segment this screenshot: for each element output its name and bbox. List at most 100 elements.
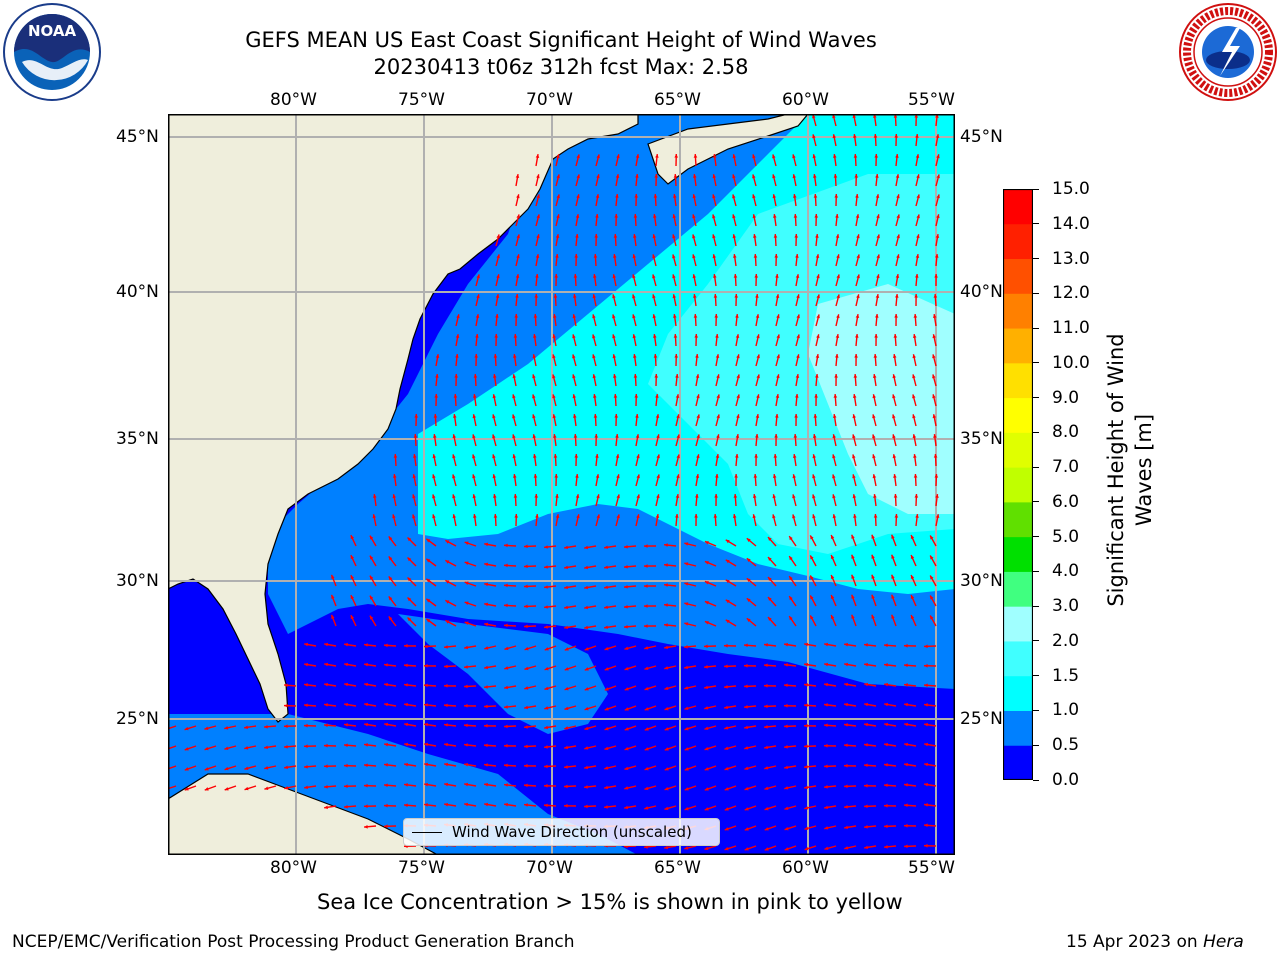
wind-arrow-head bbox=[344, 763, 348, 768]
wind-arrow-head bbox=[504, 783, 508, 787]
wind-arrow-head bbox=[732, 194, 736, 199]
wind-arrow-head bbox=[768, 597, 772, 601]
wind-arrow-head bbox=[594, 234, 599, 238]
wind-arrow-head bbox=[684, 582, 689, 586]
wind-arrow-head bbox=[768, 577, 772, 581]
wind-arrow-head bbox=[736, 374, 740, 379]
colorbar-tick-label: 6.0 bbox=[1052, 491, 1080, 512]
wind-arrow-head bbox=[424, 722, 428, 727]
wind-arrow-head bbox=[784, 765, 788, 770]
colorbar-swatch bbox=[1003, 467, 1033, 503]
colorbar-tick-label: 1.5 bbox=[1052, 665, 1080, 686]
wind-arrow-head bbox=[814, 214, 819, 218]
wind-arrow-head bbox=[564, 765, 568, 769]
wind-arrow-head bbox=[810, 555, 814, 560]
wind-arrow-head bbox=[656, 454, 660, 459]
wind-arrow-head bbox=[432, 474, 436, 479]
wind-arrow-head bbox=[444, 762, 448, 767]
graticule bbox=[168, 114, 955, 855]
wind-arrow-head bbox=[304, 703, 308, 708]
wind-arrow-head bbox=[331, 574, 335, 579]
wind-arrow-head bbox=[894, 314, 898, 318]
wind-arrow-head bbox=[534, 294, 539, 298]
wind-arrow-head bbox=[754, 434, 759, 438]
wind-arrow-head bbox=[652, 314, 657, 319]
wind-arrow-head bbox=[892, 454, 897, 459]
wind-arrow-head bbox=[684, 787, 689, 791]
wind-arrow-head bbox=[856, 254, 860, 259]
wind-arrow-head bbox=[424, 703, 428, 707]
wind-arrow-head bbox=[604, 646, 609, 651]
wind-arrow-head bbox=[575, 494, 580, 499]
wind-arrow-head bbox=[584, 585, 589, 590]
wind-arrow-head bbox=[734, 454, 739, 458]
wind-arrow-head bbox=[816, 294, 820, 299]
wind-arrow-head bbox=[424, 742, 428, 747]
wind-arrow-head bbox=[934, 274, 938, 278]
wind-arrow-head bbox=[184, 787, 189, 791]
wind-arrow-head bbox=[492, 454, 496, 459]
wind-arrow-head bbox=[796, 334, 800, 339]
wind-arrow-head bbox=[746, 538, 751, 542]
wind-arrow-head bbox=[264, 766, 269, 770]
wind-arrow-head bbox=[768, 557, 772, 561]
wind-arrow-head bbox=[836, 314, 840, 319]
wind-arrow-head bbox=[364, 763, 368, 768]
wind-arrow-head bbox=[904, 702, 908, 707]
wind-arrow-head bbox=[652, 274, 656, 279]
wind-arrow-head bbox=[844, 846, 849, 850]
wind-arrow-head bbox=[652, 254, 656, 259]
wind-arrow-head bbox=[896, 214, 900, 219]
wind-arrow-head bbox=[852, 414, 856, 419]
wind-arrow-head bbox=[433, 414, 438, 418]
wind-arrow-head bbox=[864, 643, 868, 647]
wind-arrow-head bbox=[664, 747, 669, 751]
wind-arrow-head bbox=[844, 784, 848, 789]
wind-arrow-head bbox=[592, 294, 597, 299]
wind-arrow-head bbox=[746, 558, 751, 562]
wind-arrow-head bbox=[344, 662, 348, 667]
wind-arrow-head bbox=[575, 214, 580, 219]
wind-arrow-head bbox=[936, 174, 940, 179]
wind-arrow-head bbox=[684, 767, 689, 771]
wind-arrow-head bbox=[384, 702, 388, 707]
wind-arrow-head bbox=[764, 643, 768, 647]
colorbar-swatch bbox=[1003, 293, 1033, 329]
colorbar-tick-mark bbox=[1033, 640, 1039, 642]
wind-arrow-head bbox=[735, 434, 740, 438]
wind-arrow-head bbox=[633, 214, 638, 218]
wind-arrow-head bbox=[424, 644, 428, 649]
colorbar-swatch bbox=[1003, 710, 1033, 746]
wind-arrow-head bbox=[912, 374, 916, 379]
wind-arrow-head bbox=[744, 643, 748, 648]
wind-arrow-head bbox=[612, 294, 616, 299]
wind-arrow-head bbox=[844, 702, 848, 707]
wind-arrow-head bbox=[844, 723, 848, 727]
wind-arrow-head bbox=[910, 575, 915, 580]
wind-arrow-head bbox=[552, 354, 556, 359]
wind-arrow-head bbox=[853, 134, 857, 138]
wind-arrow-head bbox=[675, 494, 680, 498]
wind-arrow-head bbox=[864, 763, 868, 768]
wind-arrow-head bbox=[584, 746, 589, 750]
wind-arrow-head bbox=[695, 474, 700, 478]
map-canvas bbox=[168, 114, 955, 855]
wind-arrow-head bbox=[555, 494, 559, 498]
wind-arrow-head bbox=[544, 686, 549, 691]
wind-arrow-head bbox=[855, 194, 859, 198]
wind-arrow-head bbox=[824, 764, 828, 769]
colorbar-tick-mark bbox=[1033, 536, 1039, 538]
wind-wave-arrows bbox=[168, 114, 940, 851]
colorbar bbox=[1002, 188, 1034, 781]
wind-arrow-head bbox=[756, 334, 760, 339]
wind-arrow-head bbox=[464, 782, 468, 787]
wind-arrow-head bbox=[704, 601, 709, 605]
wind-arrow-head bbox=[675, 374, 679, 378]
wind-arrow-head bbox=[614, 214, 619, 218]
wind-arrow-head bbox=[892, 354, 897, 358]
wind-arrow-head bbox=[553, 294, 558, 298]
wind-arrow-head bbox=[924, 683, 928, 688]
wind-arrow-head bbox=[724, 664, 728, 669]
wind-arrow-head bbox=[604, 687, 609, 691]
wind-arrow-head bbox=[872, 434, 876, 439]
